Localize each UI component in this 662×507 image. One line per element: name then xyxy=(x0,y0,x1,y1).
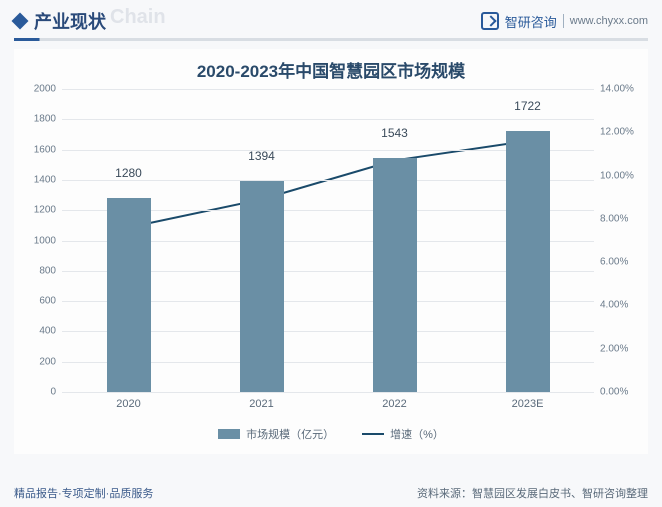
legend-item-bar: 市场规模（亿元） xyxy=(218,426,334,442)
y-left-tick: 600 xyxy=(22,296,62,307)
y-right-tick: 10.00% xyxy=(594,170,644,181)
legend-bar-label: 市场规模（亿元） xyxy=(246,426,334,442)
y-left-tick: 200 xyxy=(22,356,62,367)
y-left-tick: 1600 xyxy=(22,144,62,155)
x-tick-label: 2021 xyxy=(249,392,273,410)
legend-swatch-bar-icon xyxy=(218,429,240,439)
footer-right: 资料来源：智慧园区发展白皮书、智研咨询整理 xyxy=(417,485,648,501)
header-right: 智研咨询 www.chyxx.com xyxy=(481,12,648,31)
y-right-tick: 8.00% xyxy=(594,213,644,224)
legend-swatch-line-icon xyxy=(362,433,384,435)
x-tick-label: 2020 xyxy=(116,392,140,410)
header-left: 产业现状 xyxy=(14,8,106,34)
y-left-tick: 800 xyxy=(22,265,62,276)
x-tick-label: 2022 xyxy=(382,392,406,410)
header-rule xyxy=(0,38,662,41)
bar-value-label: 1394 xyxy=(248,149,275,163)
legend-line-label: 增速（%） xyxy=(390,426,444,442)
y-left-tick: 1800 xyxy=(22,114,62,125)
bar-value-label: 1280 xyxy=(115,166,142,180)
chart-plot: 02004006008001000120014001600180020000.0… xyxy=(62,89,594,392)
bar-value-label: 1722 xyxy=(514,99,541,113)
page-footer: 精品报告·专项定制·品质服务 资料来源：智慧园区发展白皮书、智研咨询整理 xyxy=(14,485,648,501)
y-right-tick: 2.00% xyxy=(594,343,644,354)
brand-url: www.chyxx.com xyxy=(570,15,648,27)
growth-line xyxy=(129,141,528,228)
y-left-tick: 1000 xyxy=(22,235,62,246)
y-left-tick: 1400 xyxy=(22,174,62,185)
legend-item-line: 增速（%） xyxy=(362,426,444,442)
chart-container: 2020-2023年中国智慧园区市场规模 0200400600800100012… xyxy=(14,49,648,454)
y-right-tick: 0.00% xyxy=(594,387,644,398)
page-header: 产业现状 智研咨询 www.chyxx.com xyxy=(0,0,662,38)
grid-line xyxy=(62,119,594,120)
y-right-tick: 12.00% xyxy=(594,127,644,138)
bar xyxy=(506,131,550,392)
brand-logo-icon xyxy=(481,12,499,30)
chart-legend: 市场规模（亿元） 增速（%） xyxy=(14,426,648,442)
bar xyxy=(240,181,284,392)
y-left-tick: 400 xyxy=(22,326,62,337)
footer-left: 精品报告·专项定制·品质服务 xyxy=(14,485,153,501)
bar xyxy=(373,158,417,392)
bar-value-label: 1543 xyxy=(381,126,408,140)
grid-line xyxy=(62,89,594,90)
brand-name: 智研咨询 xyxy=(505,12,557,31)
y-right-tick: 4.00% xyxy=(594,300,644,311)
bar xyxy=(107,198,151,392)
x-tick-label: 2023E xyxy=(512,392,544,410)
y-left-tick: 1200 xyxy=(22,205,62,216)
y-right-tick: 14.00% xyxy=(594,84,644,95)
diamond-icon xyxy=(12,13,29,30)
chart-title: 2020-2023年中国智慧园区市场规模 xyxy=(14,49,648,84)
y-right-tick: 6.00% xyxy=(594,257,644,268)
y-left-tick: 2000 xyxy=(22,84,62,95)
divider xyxy=(563,14,564,28)
section-title: 产业现状 xyxy=(34,8,106,34)
y-left-tick: 0 xyxy=(22,387,62,398)
